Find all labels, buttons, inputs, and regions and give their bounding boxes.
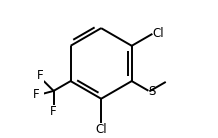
Text: F: F	[50, 105, 57, 118]
Text: Cl: Cl	[153, 27, 164, 40]
Text: F: F	[33, 88, 40, 101]
Text: F: F	[36, 69, 43, 82]
Text: Cl: Cl	[95, 123, 107, 136]
Text: S: S	[148, 85, 156, 98]
